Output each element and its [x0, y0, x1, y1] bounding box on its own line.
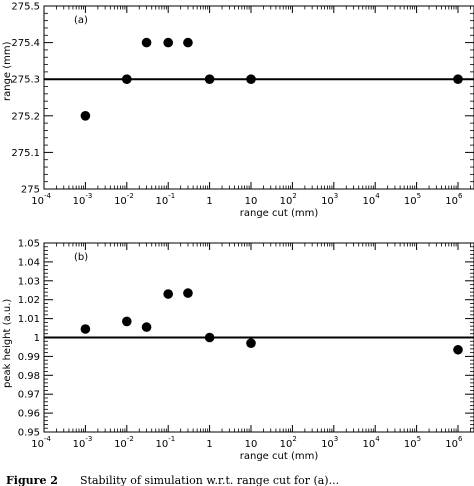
- x-tick-exponent: 6: [458, 192, 463, 200]
- x-tick-label: 10: [31, 196, 44, 207]
- x-tick-label: 10: [404, 196, 417, 207]
- x-tick-label: 10: [245, 439, 258, 450]
- y-tick-label: 275.4: [11, 38, 40, 49]
- x-tick-label: 10: [73, 196, 86, 207]
- data-point: [122, 316, 132, 327]
- x-tick-label: 10: [155, 196, 168, 207]
- x-tick-exponent: -1: [168, 192, 175, 200]
- x-tick-exponent: 5: [417, 192, 421, 200]
- x-tick-label: 10: [280, 196, 293, 207]
- x-tick-label: 10: [114, 196, 127, 207]
- y-tick-label: 275: [21, 185, 40, 196]
- data-point: [163, 37, 173, 48]
- y-tick-label: 1.05: [18, 239, 40, 250]
- x-tick-label: 10: [31, 439, 44, 450]
- y-tick-label: 275.3: [11, 75, 40, 86]
- x-tick-label: 10: [445, 439, 458, 450]
- panel-label: (a): [74, 15, 88, 26]
- data-point: [246, 338, 256, 348]
- x-tick-exponent: 5: [417, 435, 421, 443]
- x-axis-label: range cut (mm): [240, 451, 319, 462]
- y-tick-label: 0.96: [18, 409, 40, 420]
- y-tick-label: 1.03: [18, 276, 40, 287]
- y-tick-label: 1.04: [18, 257, 40, 268]
- panel-b-peak-height: 10 -4 10 -3 10 -2 10 -1 1 10 10 2 10 3 10 4 10 5 10 60.950.…: [2, 239, 474, 462]
- x-tick-exponent: -2: [127, 435, 134, 443]
- y-tick-label: 1.01: [18, 314, 40, 325]
- y-tick-label: 1.02: [18, 295, 40, 306]
- y-tick-label: 0.95: [18, 428, 40, 439]
- data-point: [453, 74, 463, 84]
- x-tick-exponent: -3: [85, 435, 92, 443]
- x-tick-exponent: 4: [375, 435, 380, 443]
- data-point: [204, 74, 215, 84]
- x-tick-label: 1: [206, 439, 212, 450]
- x-tick-exponent: -2: [127, 192, 134, 200]
- data-point: [183, 288, 193, 298]
- panel-a-range: 10 -4 10 -3 10 -2 10 -1 1 10 10 2 10 3 10 4 10 5 10 6275275…: [2, 2, 474, 219]
- x-tick-exponent: -1: [168, 435, 175, 443]
- data-point: [183, 37, 193, 48]
- x-tick-exponent: -4: [44, 192, 52, 200]
- data-point: [204, 332, 215, 343]
- x-tick-exponent: 3: [334, 435, 338, 443]
- y-tick-label: 275.2: [11, 111, 40, 122]
- figure-caption-text: Stability of simulation w.r.t. range cut…: [80, 474, 339, 486]
- x-tick-exponent: -3: [85, 192, 92, 200]
- data-point: [453, 344, 463, 355]
- y-tick-label: 1: [34, 333, 40, 344]
- x-tick-exponent: -4: [44, 435, 52, 443]
- y-axis-label: peak height (a.u.): [2, 299, 13, 388]
- x-tick-label: 10: [73, 439, 86, 450]
- x-tick-exponent: 2: [292, 192, 296, 200]
- x-tick-label: 10: [114, 439, 127, 450]
- panel-label: (b): [74, 252, 88, 263]
- x-tick-exponent: 2: [292, 435, 296, 443]
- data-point: [141, 37, 152, 48]
- y-tick-label: 275.1: [11, 148, 40, 159]
- x-tick-label: 10: [445, 196, 458, 207]
- plot-frame: [43, 5, 474, 190]
- x-tick-label: 10: [362, 439, 375, 450]
- y-tick-label: 0.99: [18, 352, 40, 363]
- x-axis-label: range cut (mm): [240, 208, 319, 219]
- x-tick-label: 10: [404, 439, 417, 450]
- data-point: [163, 289, 173, 299]
- y-tick-label: 0.98: [18, 371, 40, 382]
- x-tick-label: 10: [362, 196, 375, 207]
- x-tick-label: 10: [321, 196, 334, 207]
- y-tick-label: 0.97: [18, 390, 40, 401]
- x-tick-exponent: 6: [458, 435, 463, 443]
- data-point: [80, 111, 91, 121]
- x-tick-label: 10: [245, 196, 258, 207]
- data-point: [246, 74, 256, 84]
- x-tick-exponent: 3: [334, 192, 338, 200]
- x-tick-label: 1: [206, 196, 212, 207]
- x-tick-label: 10: [280, 439, 293, 450]
- data-point: [122, 74, 132, 84]
- y-axis-label: range (mm): [2, 41, 13, 101]
- data-point: [80, 324, 91, 334]
- figure-caption-label: Figure 2: [6, 474, 58, 486]
- data-point: [141, 322, 152, 332]
- x-tick-label: 10: [321, 439, 334, 450]
- x-tick-exponent: 4: [375, 192, 380, 200]
- y-tick-label: 275.5: [11, 2, 40, 13]
- x-tick-label: 10: [155, 439, 168, 450]
